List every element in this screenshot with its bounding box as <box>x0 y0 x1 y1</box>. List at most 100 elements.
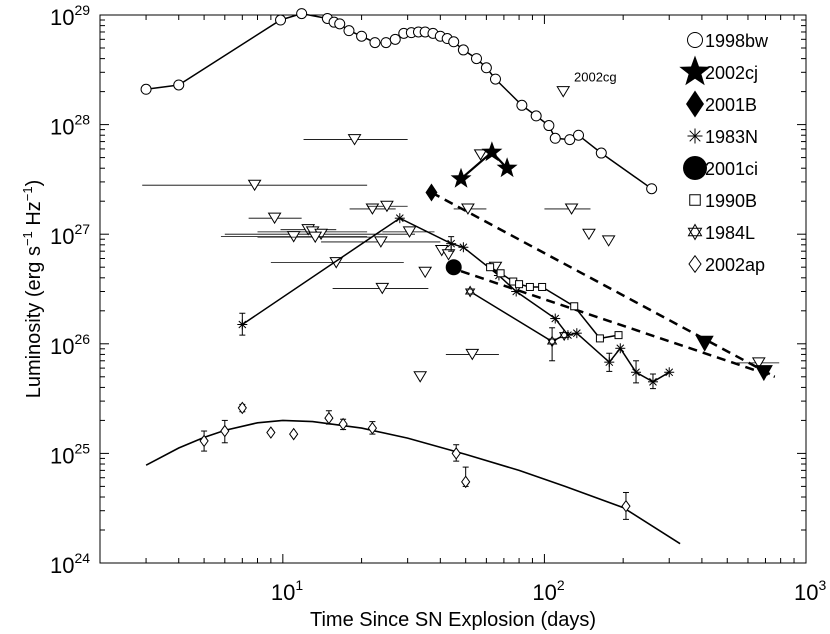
tick-exp: 3 <box>818 577 826 593</box>
point-1983N <box>394 213 405 224</box>
point-2001ci <box>445 259 462 276</box>
point-1983N <box>446 238 457 249</box>
upper-limit <box>564 203 579 215</box>
y-tick-label: 1027 <box>50 221 90 249</box>
point-1990B <box>570 302 579 311</box>
point-1984L <box>558 329 570 342</box>
axis-ticks <box>99 14 807 564</box>
upper-limit <box>582 228 596 241</box>
legend-marker-2001B <box>686 90 704 118</box>
point-2002cj <box>481 141 503 162</box>
upper-limit <box>751 357 766 369</box>
asterisk-stroke <box>665 368 674 377</box>
series-2002cj <box>450 141 518 188</box>
point-1998bw <box>543 120 555 132</box>
upper-limit <box>308 231 323 244</box>
legend-item-1983N: 1983N <box>687 127 758 147</box>
legend-marker-2001ci <box>683 156 707 180</box>
point-2002ap <box>266 426 276 439</box>
upper-limit <box>418 266 433 279</box>
series-1990B <box>486 263 623 343</box>
asterisk-stroke <box>605 358 614 367</box>
fit-2001B <box>430 191 776 378</box>
point-2002cj <box>450 167 472 188</box>
legend-item-2002cj: 2002cj <box>679 55 758 86</box>
x-tick-labels: 101 102 103 <box>271 577 827 605</box>
point-1983N <box>615 343 626 354</box>
y-tick-label: 1028 <box>50 112 90 140</box>
y-title-post: ) <box>23 180 45 187</box>
point-1983N <box>664 367 675 378</box>
upper-limit <box>380 200 394 213</box>
point-1984L <box>464 285 476 298</box>
point-1998bw <box>480 62 492 74</box>
point-2002ap <box>324 411 334 425</box>
point-2001B <box>425 183 438 202</box>
asterisk-stroke <box>512 287 521 296</box>
point-2002ap <box>220 424 230 438</box>
asterisk-stroke <box>689 130 701 142</box>
tick-base: 10 <box>794 580 818 605</box>
point-1998bw <box>343 25 355 37</box>
point-1983N <box>604 357 615 368</box>
y-title-exp1: −1 <box>20 231 35 246</box>
point-1998bw <box>140 83 152 95</box>
star-tri <box>464 285 476 295</box>
legend-label-2002ap: 2002ap <box>705 255 765 275</box>
legend-label-2001ci: 2001ci <box>705 159 758 179</box>
y-tick-label: 1026 <box>50 331 90 359</box>
x-tick-label: 103 <box>794 577 826 605</box>
point-1998bw <box>457 44 469 56</box>
point-2002ap <box>367 421 378 435</box>
point-1983N <box>647 376 658 387</box>
fit-2001ci <box>460 270 776 378</box>
point-2002cj <box>496 157 518 178</box>
point-1990B <box>496 269 505 278</box>
upper-limit <box>375 282 390 295</box>
legend: 1998bw 2002cj 2001B 1983N 2001ci 1990B 1984L 20… <box>679 31 769 275</box>
point-1998bw <box>471 53 483 65</box>
star-tri <box>558 332 570 342</box>
legend-marker-1984L <box>687 223 703 241</box>
upper-limit <box>286 231 301 243</box>
point-1998bw <box>549 132 561 144</box>
point-1990B <box>525 282 534 291</box>
point-1998bw <box>380 37 392 49</box>
point-1990B <box>486 263 495 272</box>
star-tri <box>546 338 558 348</box>
tick-base: 10 <box>532 580 556 605</box>
point-1998bw <box>564 134 576 146</box>
legend-marker-1990B <box>689 194 701 206</box>
asterisk-stroke <box>649 377 657 386</box>
y-title-mid: Hz <box>23 201 45 231</box>
upper-limit <box>441 249 456 261</box>
point-1984L <box>546 335 558 348</box>
model-2002ap <box>145 419 681 545</box>
tick-base: 10 <box>50 334 74 359</box>
asterisk-stroke <box>459 243 468 252</box>
tick-exp: 2 <box>557 577 565 593</box>
point-1998bw <box>646 183 658 195</box>
point-1998bw <box>573 129 585 141</box>
point-2002ap <box>461 475 471 489</box>
point-1983N <box>550 313 561 324</box>
tick-exp: 24 <box>74 550 90 566</box>
legend-label-1984L: 1984L <box>705 223 755 243</box>
point-2002ap <box>237 401 247 415</box>
series-1984L <box>464 285 570 362</box>
point-1998bw <box>516 99 528 111</box>
legend-label-1998bw: 1998bw <box>705 31 769 51</box>
point-2002ap <box>289 427 299 441</box>
point-1998bw <box>448 36 460 48</box>
point-1983N <box>458 242 469 253</box>
y-title-pre: Luminosity (erg s <box>23 246 45 398</box>
series-1983N <box>237 213 675 390</box>
point-1998bw <box>530 110 542 122</box>
asterisk-stroke <box>238 320 247 329</box>
legend-marker-2002cj <box>679 55 711 86</box>
x-tick-label: 101 <box>271 577 303 605</box>
tick-exp: 25 <box>74 440 90 456</box>
upper-limit <box>267 212 282 225</box>
tick-exp: 29 <box>74 2 90 18</box>
